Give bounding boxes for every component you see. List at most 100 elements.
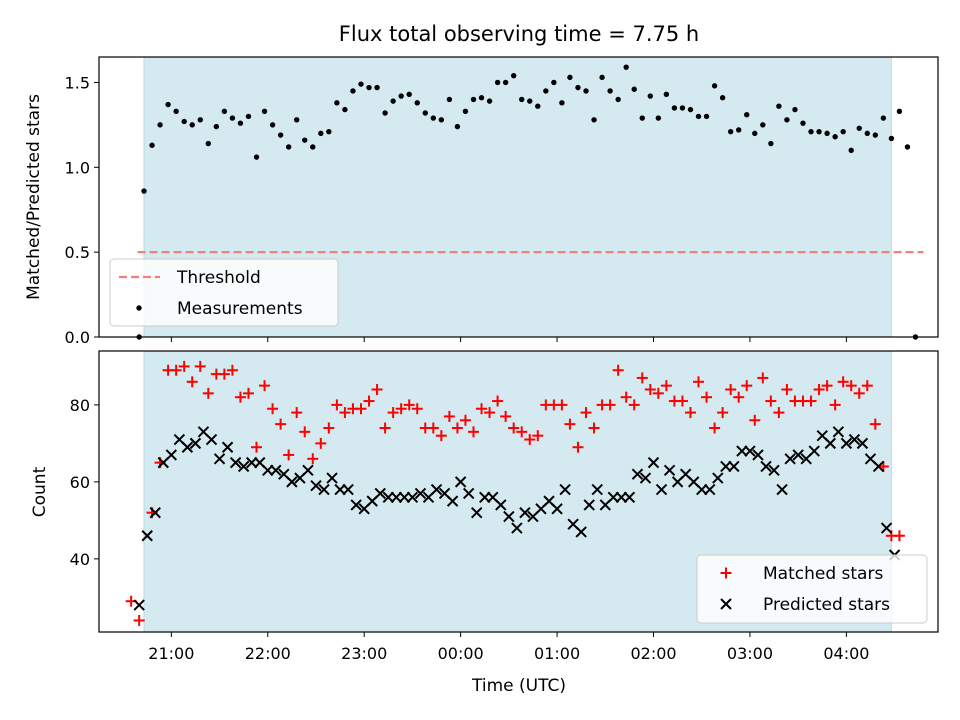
data-point <box>390 98 396 104</box>
data-point <box>735 127 742 133</box>
data-point-stroke <box>760 460 772 473</box>
data-point <box>693 376 705 388</box>
x-tick-label: 22:00 <box>245 644 291 663</box>
data-point <box>684 407 696 419</box>
data-point <box>462 487 475 500</box>
data-point <box>511 522 523 534</box>
legend-matched-label: Matched stars <box>763 564 883 584</box>
data-point <box>655 483 668 496</box>
data-point-stroke <box>454 476 467 488</box>
data-point <box>704 483 716 496</box>
data-point <box>350 499 362 511</box>
data-point-stroke <box>792 449 804 461</box>
data-point <box>454 476 467 488</box>
data-point-stroke <box>543 495 555 507</box>
data-point <box>792 449 804 461</box>
data-point <box>422 110 428 116</box>
data-point <box>757 372 769 384</box>
data-point <box>840 128 846 135</box>
data-point <box>591 117 597 123</box>
y-tick-label: 40 <box>70 550 90 569</box>
data-point <box>446 495 459 507</box>
data-point-stroke <box>503 510 515 523</box>
data-point <box>157 122 163 128</box>
data-point <box>291 407 303 419</box>
data-point <box>411 403 423 415</box>
data-point-stroke <box>663 464 676 477</box>
data-point <box>302 464 314 477</box>
data-point <box>676 395 688 407</box>
data-point <box>856 125 862 131</box>
y-axis-label-count: Count <box>30 466 50 517</box>
data-point <box>623 64 629 70</box>
data-point <box>326 472 338 484</box>
y-tick-label: 60 <box>70 473 90 492</box>
data-point <box>824 130 830 137</box>
data-point <box>888 135 895 142</box>
data-point <box>599 74 605 81</box>
data-point-stroke <box>824 437 837 450</box>
data-point <box>237 120 244 126</box>
data-point <box>727 128 734 135</box>
data-point-stroke <box>776 483 788 496</box>
data-point <box>519 96 525 103</box>
data-point <box>776 103 782 109</box>
data-point <box>379 422 391 434</box>
data-point-stroke <box>278 468 290 480</box>
data-point <box>374 84 380 91</box>
data-point <box>189 122 195 128</box>
data-point <box>615 96 621 103</box>
count-panel: 40 60 80 21:00 22:00 23:00 00:00 01:00 02:00 03:0… <box>70 350 939 663</box>
x-tick-label: 00:00 <box>438 644 484 663</box>
data-point <box>326 128 332 135</box>
data-point-stroke <box>864 453 877 465</box>
data-point <box>181 441 194 453</box>
data-point <box>510 72 517 79</box>
legend-predicted-swatch <box>720 598 732 610</box>
data-point <box>141 188 147 194</box>
data-point-stroke <box>808 445 820 457</box>
data-point <box>462 108 469 115</box>
data-point-stroke <box>189 437 202 450</box>
data-point <box>580 407 592 419</box>
data-point <box>318 483 330 496</box>
data-point <box>459 414 471 426</box>
data-point-stroke <box>350 499 362 511</box>
data-point <box>639 472 652 484</box>
data-point <box>331 399 343 411</box>
data-point <box>725 383 737 395</box>
data-point <box>494 79 501 86</box>
y-tick-label: 1.0 <box>65 158 90 177</box>
data-point <box>719 95 726 101</box>
data-point <box>564 418 576 430</box>
data-point-stroke <box>133 599 145 611</box>
data-point <box>800 120 806 126</box>
data-point <box>821 380 833 392</box>
data-point <box>269 122 276 128</box>
data-point <box>275 418 287 430</box>
data-point-stroke <box>149 506 161 519</box>
data-point <box>165 101 171 108</box>
data-point-stroke <box>406 491 419 503</box>
data-point <box>173 108 179 115</box>
data-point-stroke <box>414 487 427 500</box>
data-point-stroke <box>213 453 226 465</box>
data-point <box>366 84 372 91</box>
series-matched-stars <box>125 360 905 626</box>
data-point <box>350 88 356 94</box>
data-point-stroke <box>848 433 861 446</box>
data-point <box>620 391 632 403</box>
data-point <box>695 113 702 120</box>
data-point <box>655 115 662 121</box>
data-point <box>237 460 250 473</box>
data-point <box>234 391 246 403</box>
data-point <box>832 426 845 438</box>
data-point-stroke <box>784 453 796 465</box>
data-point <box>519 506 531 519</box>
data-point-stroke <box>647 456 660 469</box>
data-point <box>334 100 340 106</box>
data-point-stroke <box>559 483 571 496</box>
data-point <box>358 81 364 87</box>
data-point <box>631 86 637 92</box>
data-point <box>186 376 198 388</box>
